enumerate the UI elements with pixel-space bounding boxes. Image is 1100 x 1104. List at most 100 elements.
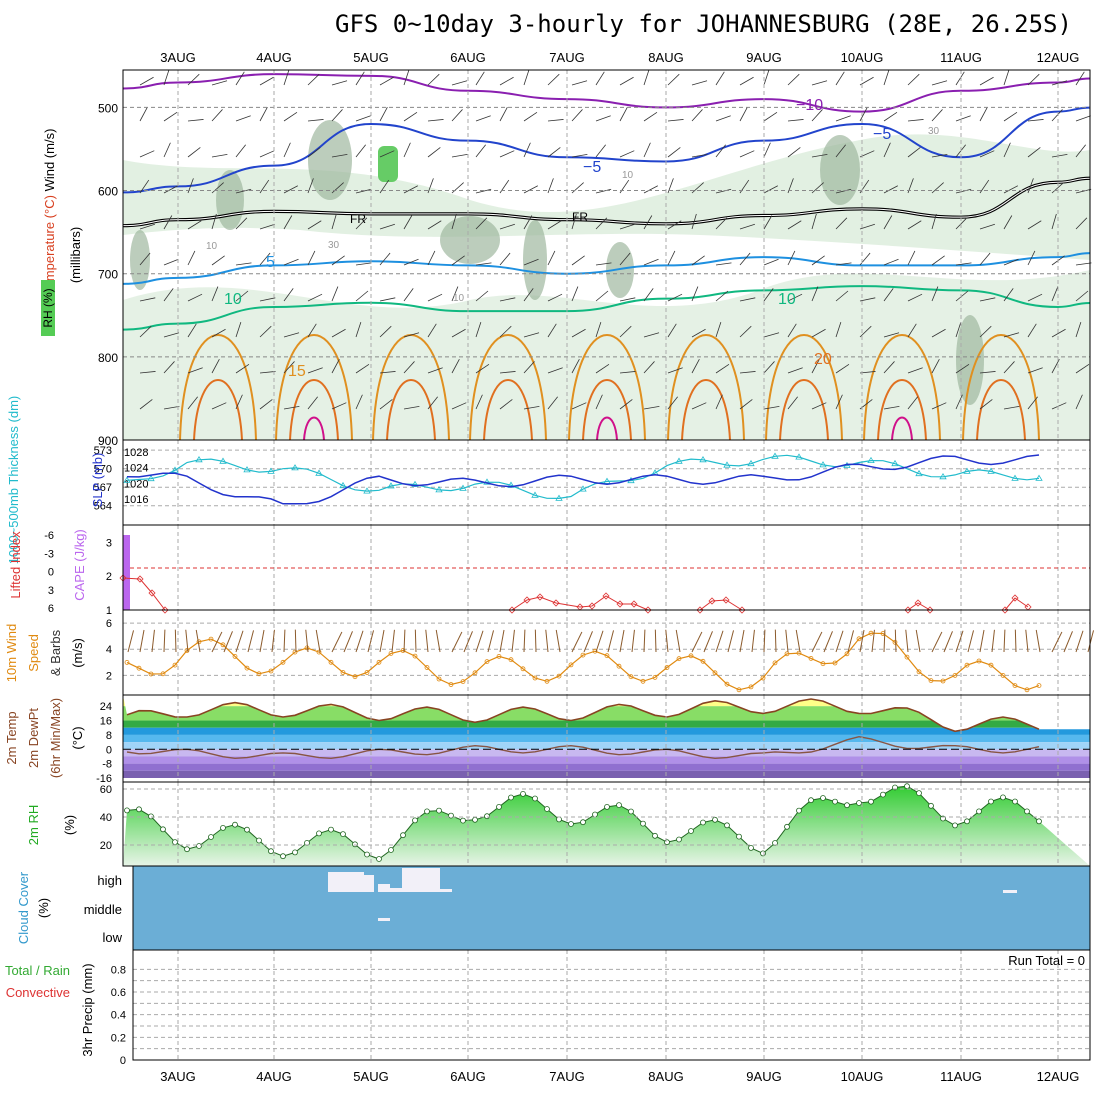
label-t20: 20 [814,351,832,368]
upper-barb [1051,328,1066,338]
t2-tick-8: 8 [106,730,112,742]
rh2m-mark [124,807,130,814]
upper-barb [1051,402,1067,410]
slp-tick-1020: 1020 [124,478,148,490]
upper-barb [931,182,944,194]
upper-barb [403,332,420,338]
upper-barb [907,119,924,122]
wind10-barb [475,630,484,653]
upper-barb [451,359,460,374]
upper-barb [139,223,155,230]
upper-barb [427,323,437,338]
upper-barb [979,179,990,194]
rh2m-mark [784,823,790,830]
label-upper-wind: Wind (m/s) [42,129,57,192]
pr-tick-0.8: 0.8 [111,964,126,976]
wind10-mark [652,675,658,680]
upper-barb [163,185,179,194]
upper-barb [1027,396,1038,410]
upper-barb [211,328,226,338]
wind10-mark [976,658,982,664]
upper-barb [547,323,557,338]
upper-barb [1075,322,1082,338]
upper-barb [499,76,514,86]
wind10-barb [343,631,353,653]
upper-barb [451,109,463,122]
rh-dark-blob-2 [440,216,500,264]
upper-barb [475,262,492,266]
upper-barb [955,115,971,122]
wind10-mark [532,675,538,681]
t2-tick-0: 0 [106,744,112,756]
wind10-barb [545,629,549,653]
upper-barb [331,182,344,194]
date-top-8AUG: 8AUG [648,50,683,65]
upper-barb [667,293,683,302]
upper-barb [763,288,774,302]
thickness-frame [122,439,1091,526]
upper-barb [1003,258,1019,266]
upper-barb [139,150,155,158]
upper-barb [355,188,372,194]
upper-barb [331,286,339,302]
upper-barb [331,359,340,374]
rh2m-mark [1024,808,1030,815]
upper-barb [715,188,732,194]
rh2m-mark [196,843,202,849]
upper-barb [571,80,588,86]
upper-barb [307,119,324,122]
thickness-line-mark [555,494,563,501]
wind10-mark [424,665,430,670]
upper-barb [739,371,756,374]
wind10-mark [952,673,958,678]
upper-barb [1003,185,1019,194]
rh2m-mark [664,839,670,846]
upper-barb [835,71,845,86]
rh-dark-blob-1 [308,120,352,200]
wind10-mark [436,676,442,682]
upper-barb [235,115,251,122]
wind10-barb [871,629,875,653]
upper-barb [763,111,778,122]
upper-barb [739,76,754,86]
upper-barb [811,255,825,266]
upper-barb [427,178,434,194]
upper-barb [787,220,802,230]
upper-barb [667,367,683,374]
upper-barb [259,252,271,266]
upper-barb [1027,73,1040,86]
rh2m-mark [808,797,814,804]
date-top-11AUG: 11AUG [940,50,982,65]
upper-barb [211,402,227,410]
wind10-barb [499,629,505,653]
upper-barb [883,405,900,410]
wind10-barb [631,629,635,653]
upper-barb [355,71,365,86]
upper-barb [619,76,634,86]
rh2m-mark [292,849,298,856]
label-rh10b: 10 [453,293,465,304]
wind10-mark [280,659,286,665]
cape-tick-3: 3 [106,537,112,549]
upper-barb [595,115,611,122]
upper-barb [235,262,252,266]
upper-barb [283,111,298,122]
wind10-mark [1000,673,1006,678]
upper-barb [427,119,444,122]
upper-barb [475,394,483,410]
w-tick-4: 4 [106,644,112,656]
upper-barb [931,109,943,122]
lifted-index-mark [914,599,922,607]
wind10-mark [640,678,646,684]
lifted-index-seg-2 [699,599,743,611]
wind10-mark [784,651,790,657]
upper-barb [595,322,602,338]
upper-barb [211,80,228,86]
upper-barb [955,217,968,230]
temp-band-3 [123,727,1090,735]
loop15-8 [962,334,1040,441]
wind10-barb [823,631,833,653]
rh-dark-blob-3 [606,242,634,298]
upper-barb [163,288,174,302]
